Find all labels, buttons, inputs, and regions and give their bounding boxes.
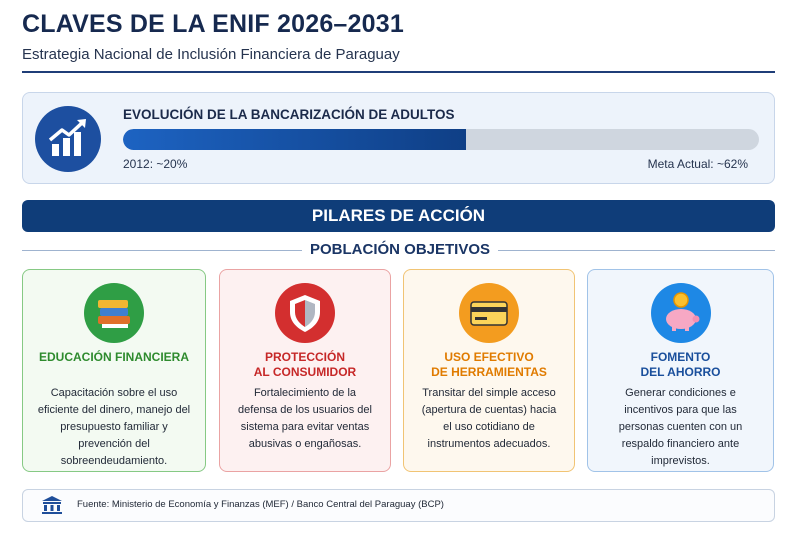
progress-title: EVOLUCIÓN DE LA BANCARIZACIÓN DE ADULTOS — [123, 107, 455, 122]
card-text: Transitar del simple acceso (apertura de… — [421, 387, 557, 450]
progress-start-label: 2012: ~20% — [123, 157, 188, 171]
card-icon — [459, 283, 519, 343]
footer: Fuente: Ministerio de Economía y Finanza… — [22, 489, 775, 522]
card-title: FOMENTO DEL AHORRO — [588, 350, 773, 380]
shield-icon — [275, 283, 335, 343]
card-text: Generar condiciones e incentivos para qu… — [618, 387, 743, 467]
bank-icon — [42, 496, 62, 514]
card-title-line: USO EFECTIVO — [444, 350, 534, 364]
banner: PILARES DE ACCIÓN — [22, 200, 775, 232]
piggy-icon — [650, 283, 711, 343]
footer-text: Fuente: Ministerio de Economía y Finanza… — [77, 499, 444, 510]
card-title-line: DE HERRAMIENTAS — [431, 365, 547, 379]
card-title-line: FOMENTO — [650, 350, 711, 364]
books-icon — [84, 283, 144, 343]
card-title: EDUCACIÓN FINANCIERA — [23, 350, 205, 365]
card-text: Fortalecimiento de la defensa de los usu… — [238, 387, 372, 450]
progress-fill — [123, 129, 466, 150]
card-text: Capacitación sobre el uso eficiente del … — [37, 387, 191, 467]
card-title: USO EFECTIVO DE HERRAMIENTAS — [404, 350, 574, 380]
section-line — [498, 250, 775, 251]
card: FOMENTO DEL AHORRO Generar condiciones e … — [587, 269, 774, 472]
progress-end-label: Meta Actual: ~62% — [647, 157, 748, 171]
card-title: PROTECCIÓN AL CONSUMIDOR — [220, 350, 390, 380]
progress-track — [123, 129, 759, 150]
card-title-line: DEL AHORRO — [640, 365, 721, 379]
section-title: POBLACIÓN OBJETIVOS — [309, 241, 491, 258]
growth-icon — [35, 106, 101, 172]
title: CLAVES DE LA ENIF 2026–2031 — [22, 10, 404, 38]
subtitle: Estrategia Nacional de Inclusión Financi… — [22, 46, 400, 63]
card: EDUCACIÓN FINANCIERA Capacitación sobre … — [22, 269, 206, 472]
section-line — [22, 250, 302, 251]
divider — [22, 71, 775, 73]
card-title-line: AL CONSUMIDOR — [253, 365, 357, 379]
card: PROTECCIÓN AL CONSUMIDOR Fortalecimiento … — [219, 269, 391, 472]
progress-panel: EVOLUCIÓN DE LA BANCARIZACIÓN DE ADULTOS… — [22, 92, 775, 184]
card: USO EFECTIVO DE HERRAMIENTAS Transitar de… — [403, 269, 575, 472]
card-title-line: EDUCACIÓN FINANCIERA — [39, 350, 189, 364]
card-title-line: PROTECCIÓN — [264, 350, 345, 364]
